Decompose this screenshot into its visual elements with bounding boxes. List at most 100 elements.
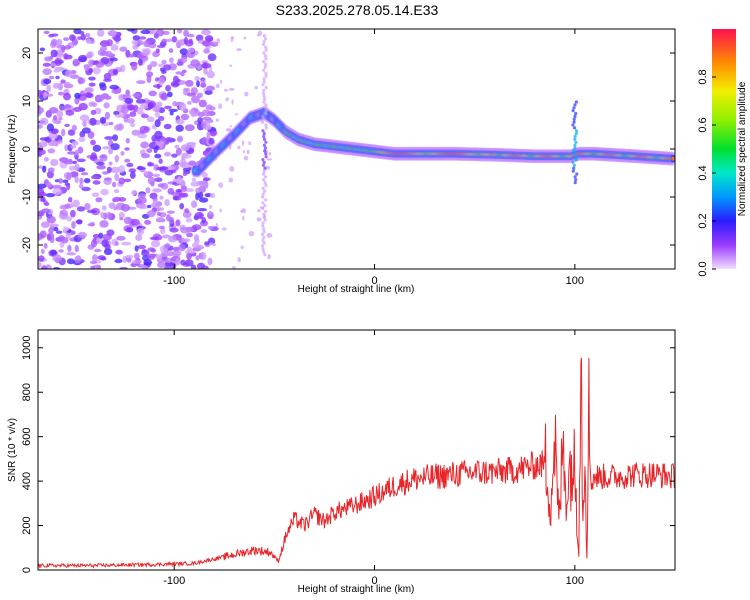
noise-blob — [46, 84, 52, 92]
noise-blob — [102, 171, 109, 175]
noise-blob — [93, 248, 102, 253]
colorbar-gradient — [712, 29, 736, 269]
noise-blob — [113, 110, 120, 116]
noise-blob — [78, 183, 84, 189]
noise-blob — [206, 70, 215, 79]
spike-blob — [264, 103, 268, 107]
noise-blob — [74, 255, 82, 264]
noise-blob — [118, 165, 126, 174]
noise-blob — [101, 43, 108, 48]
noise-blob — [135, 234, 143, 241]
noise-blob — [95, 197, 103, 203]
noise-blob — [130, 122, 135, 127]
noise-blob — [84, 64, 90, 71]
noise-blob — [192, 242, 200, 249]
noise-blob — [109, 121, 114, 126]
noise-blob — [124, 97, 134, 104]
noise-blob — [108, 161, 113, 166]
noise-blob — [190, 109, 195, 118]
noise-blob — [109, 57, 118, 62]
noise-blob — [183, 87, 190, 92]
noise-blob — [185, 218, 193, 223]
noise-blob — [38, 141, 48, 148]
spike-blob — [573, 146, 577, 150]
noise-blob — [67, 158, 73, 163]
spike-blob — [263, 253, 267, 257]
noise-blob — [50, 159, 59, 167]
noise-blob — [182, 167, 192, 172]
noise-blob — [241, 208, 247, 214]
spike-blob — [261, 42, 266, 47]
noise-blob — [108, 202, 116, 209]
spike-blob — [262, 77, 266, 81]
noise-blob — [203, 48, 211, 54]
noise-blob — [155, 254, 163, 260]
noise-blob — [43, 202, 50, 206]
y-tick-label: 600 — [21, 427, 33, 445]
noise-blob — [100, 57, 110, 65]
noise-blob — [135, 98, 146, 104]
noise-blob — [97, 48, 107, 57]
spike-blob — [264, 140, 268, 144]
spike-blob — [573, 103, 577, 107]
noise-blob — [112, 181, 117, 188]
noise-blob — [106, 229, 115, 236]
noise-blob — [52, 188, 62, 195]
noise-blob — [92, 233, 100, 239]
noise-blob — [186, 246, 193, 254]
noise-blob — [67, 151, 76, 155]
noise-blob — [161, 69, 167, 74]
noise-blob — [147, 176, 156, 185]
noise-blob — [200, 78, 206, 85]
noise-blob — [102, 146, 111, 150]
noise-blob — [72, 107, 82, 112]
noise-blob — [178, 243, 186, 252]
noise-blob — [100, 188, 109, 196]
noise-blob — [155, 145, 160, 151]
noise-blob — [74, 149, 80, 156]
colorbar-tick-label: 0.2 — [697, 213, 709, 228]
noise-blob — [77, 231, 87, 239]
spike-blob — [261, 192, 265, 196]
noise-blob — [70, 209, 76, 218]
noise-blob — [97, 29, 105, 37]
noise-blob — [81, 172, 89, 176]
noise-blob — [125, 137, 130, 144]
noise-blob — [131, 39, 139, 45]
noise-blob — [92, 144, 102, 152]
noise-blob — [49, 226, 55, 230]
noise-blob — [163, 123, 172, 130]
noise-blob — [89, 38, 95, 45]
noise-blob — [104, 243, 111, 251]
noise-blob — [195, 255, 200, 261]
noise-blob — [61, 128, 66, 137]
noise-blob — [78, 30, 85, 35]
noise-blob — [71, 124, 77, 132]
noise-blob — [230, 37, 233, 43]
noise-blob — [92, 66, 101, 75]
noise-blob — [158, 158, 163, 164]
noise-blob — [156, 216, 164, 222]
noise-blob — [206, 37, 213, 42]
noise-blob — [54, 59, 64, 64]
noise-blob — [55, 230, 63, 234]
noise-blob — [223, 88, 229, 92]
noise-blob — [140, 29, 151, 35]
noise-blob — [39, 230, 47, 239]
noise-blob — [39, 47, 46, 52]
spike-blob — [574, 100, 579, 104]
noise-blob — [53, 115, 58, 121]
spike-blob — [571, 160, 575, 164]
noise-blob — [63, 37, 69, 41]
noise-blob — [215, 222, 218, 228]
noise-blob — [96, 165, 106, 170]
noise-blob — [194, 212, 204, 219]
noise-blob — [242, 215, 245, 221]
noise-blob — [207, 225, 214, 230]
colorbar-tick-label: 0.8 — [697, 69, 709, 84]
noise-blob — [243, 155, 249, 161]
noise-blob — [136, 54, 147, 59]
noise-blob — [126, 118, 136, 124]
noise-blob — [124, 158, 131, 163]
noise-blob — [65, 109, 75, 116]
